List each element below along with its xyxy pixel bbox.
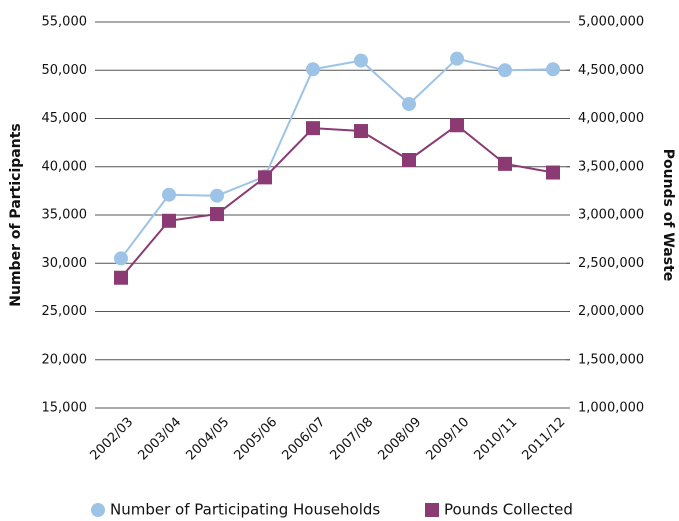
y-tick-label: 55,000 <box>42 15 88 30</box>
x-tick-label: 2008/09 <box>376 415 425 464</box>
data-point <box>354 53 368 68</box>
y2-tick-label: 2,000,000 <box>578 304 644 319</box>
data-point <box>210 207 224 222</box>
data-point <box>498 63 512 78</box>
data-point <box>498 156 512 171</box>
y-tick-label: 50,000 <box>42 63 88 78</box>
y-tick-label: 30,000 <box>42 256 88 271</box>
data-point <box>450 118 464 133</box>
y2-tick-label: 1,500,000 <box>578 352 644 367</box>
y2-tick-label: 3,000,000 <box>578 208 644 223</box>
y2-tick-label: 4,000,000 <box>578 111 644 126</box>
legend-label: Pounds Collected <box>444 501 573 519</box>
data-point <box>162 213 176 228</box>
data-point <box>546 165 560 180</box>
data-point <box>354 124 368 139</box>
data-point <box>306 121 320 136</box>
series-line <box>120 57 554 260</box>
y-tick-label: 25,000 <box>42 304 88 319</box>
data-point <box>162 187 176 202</box>
y2-axis-title: Pounds of Waste <box>660 149 676 282</box>
data-point <box>402 97 416 112</box>
y-tick-label: 20,000 <box>42 352 88 367</box>
y-tick-label: 40,000 <box>42 159 88 174</box>
data-point <box>306 62 320 77</box>
x-tick-label: 2004/05 <box>184 415 233 464</box>
data-point <box>402 152 416 167</box>
x-tick-label: 2002/03 <box>88 415 137 464</box>
y2-tick-label: 4,500,000 <box>578 63 644 78</box>
x-tick-label: 2005/06 <box>232 415 281 464</box>
data-point <box>258 170 272 185</box>
y2-tick-label: 3,500,000 <box>578 159 644 174</box>
x-tick-label: 2011/12 <box>520 415 569 464</box>
x-tick-label: 2010/11 <box>472 415 521 464</box>
y-tick-label: 45,000 <box>42 111 88 126</box>
data-point <box>210 188 224 203</box>
data-point <box>114 251 128 266</box>
y-axis-title: Number of Participants <box>8 123 24 306</box>
y-tick-label: 35,000 <box>42 208 88 223</box>
y2-tick-label: 2,500,000 <box>578 256 644 271</box>
legend-swatch <box>91 503 105 517</box>
x-tick-label: 2007/08 <box>328 415 377 464</box>
data-point <box>450 51 464 66</box>
data-point <box>114 270 128 285</box>
y2-tick-label: 5,000,000 <box>578 15 644 30</box>
x-tick-label: 2003/04 <box>136 415 185 464</box>
series-line <box>120 123 554 279</box>
x-tick-label: 2009/10 <box>424 415 473 464</box>
legend-swatch <box>425 503 439 517</box>
y-tick-label: 15,000 <box>42 401 88 416</box>
y2-tick-label: 1,000,000 <box>578 401 644 416</box>
legend-label: Number of Participating Households <box>110 501 380 519</box>
data-point <box>546 62 560 77</box>
x-tick-label: 2006/07 <box>280 415 329 464</box>
